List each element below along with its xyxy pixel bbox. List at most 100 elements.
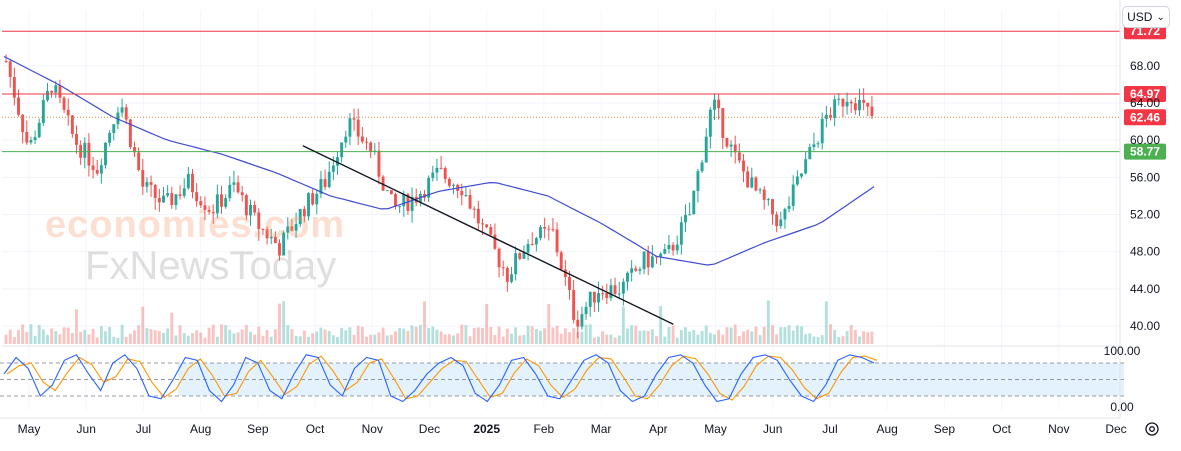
candle-body — [269, 236, 273, 239]
candle-body — [348, 118, 352, 137]
volume-bar — [783, 327, 787, 344]
volume-bar — [580, 331, 584, 344]
candle-body — [804, 159, 808, 174]
candle-body — [704, 136, 708, 163]
volume-bar — [510, 333, 513, 344]
volume-bar — [435, 329, 439, 344]
candle-body — [845, 101, 849, 107]
volume-bar — [708, 332, 712, 344]
candle-body — [240, 192, 244, 196]
candle-body — [547, 228, 551, 230]
volume-bar — [849, 324, 853, 344]
volume-bar — [124, 336, 128, 344]
volume-bar — [725, 327, 729, 344]
volume-bar — [178, 325, 182, 344]
gear-icon[interactable] — [1143, 420, 1161, 438]
volume-bar — [853, 329, 857, 344]
volume-bar — [816, 337, 820, 344]
volume-bar — [464, 325, 468, 344]
time-tick-label: Nov — [362, 422, 383, 436]
volume-bar — [866, 332, 870, 344]
candle-body — [501, 267, 505, 269]
volume-bar — [841, 336, 845, 344]
volume-bar — [157, 330, 161, 344]
volume-bar — [402, 328, 406, 344]
candle-body — [679, 222, 683, 245]
candle-body — [766, 199, 770, 201]
volume-bar — [423, 301, 426, 344]
volume-bar — [754, 326, 758, 344]
candle-body — [389, 190, 393, 195]
volume-bar — [820, 335, 824, 344]
candle-body — [58, 85, 62, 98]
volume-bar — [166, 328, 170, 344]
candle-body — [713, 99, 716, 110]
volume-bar — [141, 306, 145, 344]
volume-bar — [17, 330, 20, 344]
candle-body — [791, 184, 795, 206]
volume-bar — [468, 336, 472, 344]
candle-body — [195, 192, 199, 202]
volume-bar — [323, 329, 327, 344]
currency-selector-button[interactable]: USD ⌄ — [1122, 6, 1170, 28]
candle-body — [199, 201, 203, 206]
candle-body — [203, 205, 207, 210]
candle-body — [816, 143, 820, 145]
volume-bar — [613, 337, 617, 344]
volume-bar — [771, 325, 774, 344]
level-label: 62.46 — [1130, 110, 1160, 124]
grid-layer — [2, 10, 1120, 410]
volume-bar — [311, 333, 315, 344]
volume-bar — [638, 330, 642, 344]
volume-bar — [290, 329, 294, 344]
candle-body — [211, 211, 215, 214]
candle-body — [166, 193, 170, 196]
volume-bar — [228, 329, 232, 344]
time-tick-label: Aug — [190, 422, 211, 436]
candle-body — [754, 177, 758, 191]
candle-body — [650, 256, 654, 268]
candle-body — [398, 206, 402, 208]
candle-body — [120, 107, 124, 113]
volume-bar — [149, 329, 153, 344]
volume-bar — [584, 324, 588, 344]
time-tick-label: Dec — [419, 422, 440, 436]
volume-bar — [439, 331, 443, 344]
candle-body — [327, 171, 331, 188]
volume-bar — [46, 334, 49, 344]
candle-body — [795, 176, 799, 185]
volume-bar — [137, 325, 141, 344]
volume-bar — [650, 329, 654, 344]
volume-bar — [75, 309, 78, 344]
candle-body — [717, 99, 721, 109]
candle-body — [8, 61, 12, 78]
candle-body — [385, 190, 389, 192]
candle-body — [534, 238, 538, 245]
candle-body — [443, 168, 447, 179]
price-tick-label: 40.00 — [1130, 319, 1160, 333]
volume-bar — [294, 335, 298, 344]
candle-body — [112, 124, 116, 133]
time-tick-label: Jun — [77, 422, 96, 436]
volume-bar — [186, 335, 190, 344]
chevron-down-icon: ⌄ — [1156, 11, 1165, 23]
candle-body — [526, 244, 530, 253]
volume-bar — [733, 324, 737, 344]
candle-body — [54, 85, 58, 93]
volume-bar — [787, 325, 791, 344]
volume-bar — [713, 334, 716, 344]
candle-body — [153, 184, 157, 198]
volume-bar — [112, 336, 116, 344]
candle-body — [344, 136, 348, 143]
candle-body — [460, 191, 464, 196]
volume-bar — [481, 327, 484, 344]
volume-bar — [601, 331, 605, 344]
candle-body — [95, 170, 99, 174]
trend-layer — [302, 145, 674, 325]
volume-bar — [278, 303, 281, 344]
volume-bar — [547, 304, 551, 344]
volume-bar — [302, 330, 306, 344]
volume-bar — [609, 334, 613, 344]
volume-bar — [870, 331, 874, 344]
